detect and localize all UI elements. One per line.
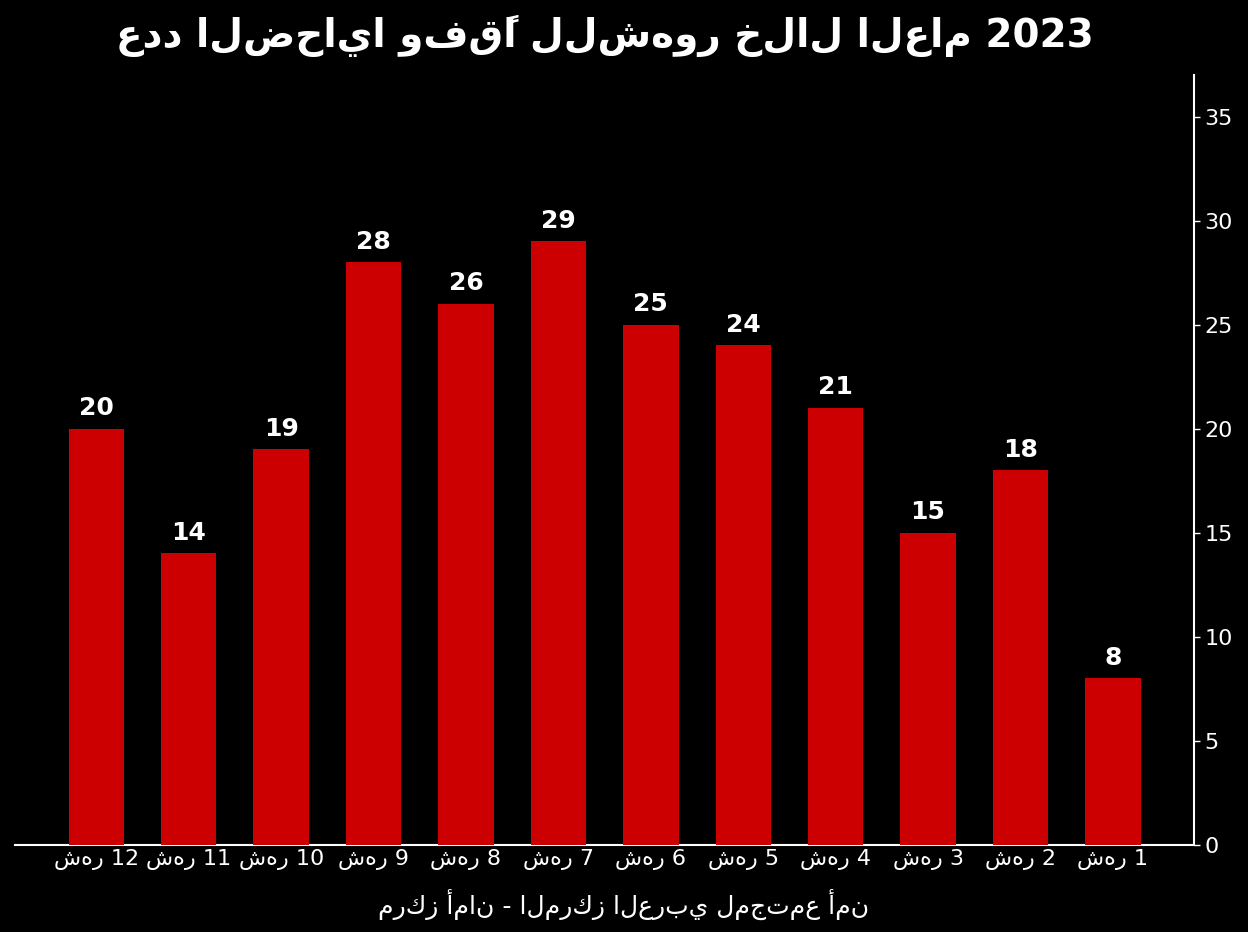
Bar — [992, 470, 1048, 844]
Bar — [161, 554, 216, 844]
Bar — [1086, 678, 1141, 844]
Bar — [715, 346, 771, 844]
Text: مركز أمان - المركز العربي لمجتمع أمن: مركز أمان - المركز العربي لمجتمع أمن — [378, 888, 870, 920]
Text: 28: 28 — [356, 230, 391, 254]
Text: 18: 18 — [1003, 438, 1038, 462]
Text: 14: 14 — [171, 521, 206, 545]
Text: 24: 24 — [726, 313, 760, 337]
Text: 26: 26 — [448, 271, 483, 295]
Text: 8: 8 — [1104, 646, 1122, 670]
Bar — [623, 324, 679, 844]
Bar — [346, 262, 402, 844]
Title: عدد الضحايا وفقًا للشهور خلال العام 2023: عدد الضحايا وفقًا للشهور خلال العام 2023 — [116, 15, 1093, 57]
Bar — [253, 449, 308, 844]
Bar — [530, 241, 587, 844]
Text: 29: 29 — [542, 209, 575, 233]
Bar — [900, 532, 956, 844]
Text: 15: 15 — [911, 500, 946, 524]
Bar — [807, 408, 864, 844]
Text: 19: 19 — [263, 417, 298, 441]
Bar — [438, 304, 494, 844]
Text: 25: 25 — [634, 293, 668, 316]
Bar — [69, 429, 124, 844]
Text: 21: 21 — [819, 376, 854, 400]
Text: 20: 20 — [79, 396, 114, 420]
